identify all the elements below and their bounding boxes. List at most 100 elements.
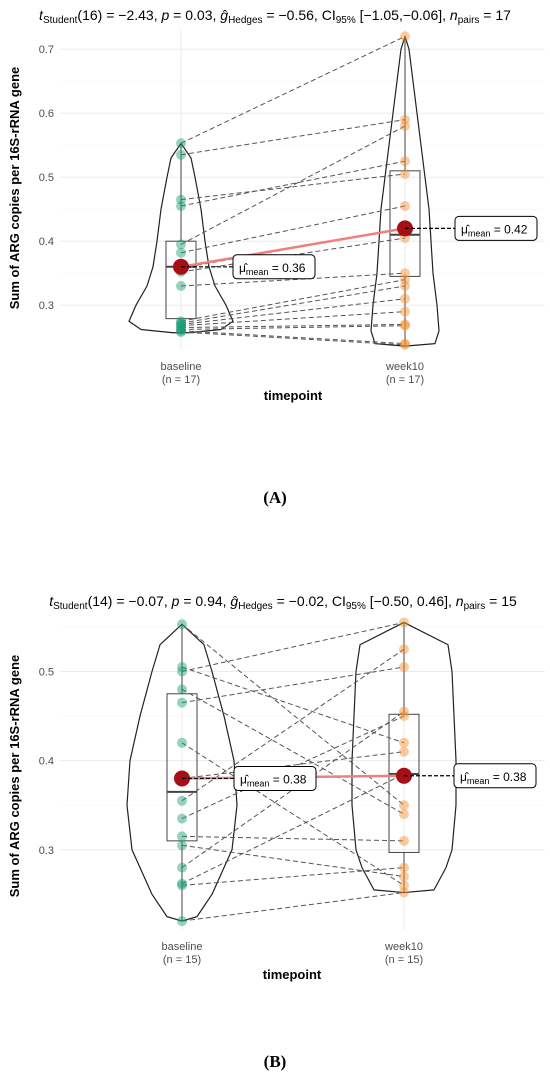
data-point-week10 (399, 617, 409, 628)
data-point-week10 (399, 887, 409, 898)
pair-line (180, 125, 406, 245)
pair-line (180, 285, 406, 324)
x-tick-label: baseline (162, 941, 203, 953)
box-baseline (166, 693, 198, 842)
data-point-baseline (176, 322, 186, 333)
mean-connector (180, 227, 406, 269)
data-point-baseline (176, 316, 186, 327)
pair-line (180, 173, 406, 201)
data-point-week10 (400, 201, 410, 211)
pair-line (180, 272, 406, 287)
data-point-baseline (177, 666, 187, 677)
y-tick-label: 0.5 (39, 666, 54, 678)
data-point-week10 (400, 114, 410, 125)
panel-b-x-axis-label: timepoint (263, 967, 322, 982)
box-week10 (389, 170, 421, 277)
data-point-week10 (400, 268, 410, 279)
data-point-baseline (177, 697, 187, 708)
data-point-week10 (399, 706, 409, 717)
data-point-baseline (177, 662, 187, 673)
data-point-week10 (399, 880, 409, 891)
data-point-baseline (177, 795, 187, 806)
data-point-week10 (399, 711, 409, 722)
data-point-baseline (176, 239, 186, 250)
pair-line (180, 311, 406, 327)
pair-line (181, 844, 405, 878)
data-point-baseline (177, 880, 187, 891)
pair-line (180, 160, 406, 207)
pair-line (181, 648, 405, 802)
data-point-baseline (176, 247, 186, 258)
x-tick-n-label: (n = 15) (385, 954, 423, 966)
panel-a-y-axis-label: Sum of ARG copies per 16S-rRNA gene (7, 67, 22, 309)
y-tick-label: 0.7 (39, 44, 54, 56)
pair-line (180, 298, 406, 325)
pair-line (181, 892, 405, 922)
x-tick-n-label: (n = 17) (386, 374, 424, 386)
data-point-week10 (400, 281, 410, 291)
pair-line (181, 621, 405, 672)
data-point-week10 (399, 662, 409, 673)
pair-line (180, 35, 406, 144)
violin-baseline (128, 142, 234, 334)
data-point-week10 (400, 31, 410, 42)
pair-line (181, 867, 405, 886)
pair-line (181, 751, 405, 779)
data-point-baseline (177, 684, 187, 695)
data-point-week10 (400, 306, 410, 317)
data-point-week10 (400, 338, 410, 349)
mean-label-box (232, 254, 316, 280)
pair-line (180, 325, 406, 331)
mean-label: μ̂mean = 0.38 (240, 772, 307, 788)
pair-line (181, 666, 405, 744)
panel-a-x-axis-label: timepoint (264, 388, 323, 403)
box-baseline (165, 240, 197, 320)
mean-label-box (453, 763, 537, 789)
pair-line (181, 711, 405, 869)
data-point-baseline (177, 916, 187, 927)
data-point-week10 (399, 737, 409, 748)
data-point-week10 (400, 156, 410, 167)
data-point-baseline (177, 831, 187, 842)
pair-line (180, 119, 406, 156)
y-tick-label: 0.6 (39, 108, 54, 120)
panel-a-title: tStudent(16) = −2.43, p = 0.03, ĝHedges… (39, 7, 511, 26)
data-point-baseline (176, 327, 186, 338)
box-week10 (388, 713, 420, 853)
data-point-week10 (400, 319, 410, 330)
x-tick-n-label: (n = 17) (162, 374, 200, 386)
x-tick-label: week10 (385, 361, 424, 373)
data-point-baseline (177, 878, 187, 889)
pair-line (180, 279, 406, 322)
data-point-week10 (400, 121, 410, 131)
data-point-baseline (176, 201, 186, 211)
y-tick-label: 0.5 (39, 172, 54, 184)
data-point-baseline (176, 318, 186, 329)
mean-label: μ̂mean = 0.42 (461, 222, 528, 238)
data-point-week10 (399, 644, 409, 655)
data-point-week10 (400, 293, 410, 304)
data-point-baseline (177, 737, 187, 748)
data-point-baseline (176, 320, 186, 331)
pair-line (181, 688, 405, 815)
data-point-week10 (399, 800, 409, 811)
pair-line (180, 205, 406, 254)
data-point-baseline (176, 149, 186, 160)
data-point-baseline (176, 138, 186, 149)
data-point-week10 (399, 871, 409, 882)
panel-b-plot: 0.3 0.4 0.5 μ̂mean = 0.38 μ̂mean = 0.38 basel… (39, 617, 545, 966)
mean-label-box (454, 215, 538, 241)
data-point-baseline (176, 319, 186, 330)
data-point-week10 (399, 862, 409, 873)
pair-line (181, 742, 405, 886)
panel-b-y-axis-label: Sum of ARG copies per 16S-rRNA gene (7, 655, 22, 897)
data-point-week10 (399, 835, 409, 846)
y-tick-label: 0.3 (39, 845, 54, 857)
mean-label: μ̂mean = 0.36 (239, 261, 306, 277)
mean-label-box (233, 765, 317, 791)
data-point-baseline (176, 325, 186, 336)
pair-line (180, 331, 406, 346)
panel-a-label: (A) (263, 488, 287, 507)
x-tick-n-label: (n = 15) (163, 954, 201, 966)
